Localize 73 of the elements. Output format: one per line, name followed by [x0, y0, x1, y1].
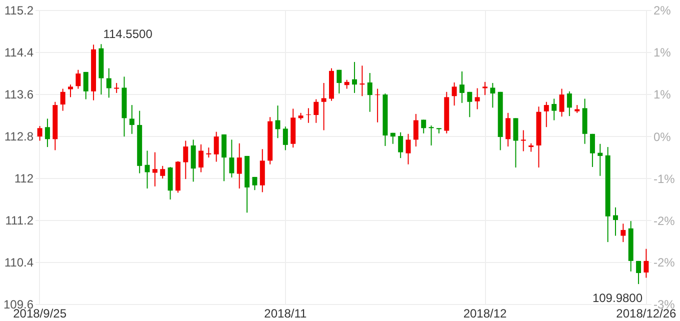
- candlestick: [144, 150, 150, 189]
- candlestick: [252, 176, 258, 191]
- candlestick: [367, 72, 372, 112]
- y-tick-label: 115.2: [4, 4, 34, 18]
- candlestick: [37, 126, 42, 142]
- candlestick: [360, 65, 365, 97]
- candlestick: [513, 118, 518, 168]
- candlestick: [183, 140, 188, 180]
- candlestick: [598, 143, 603, 176]
- y2-tick-label: 1%: [654, 88, 672, 102]
- annotation: 109.9800: [592, 291, 643, 306]
- y2-tick-label: 0%: [654, 130, 672, 144]
- candlestick: [490, 82, 496, 108]
- annotation: 114.5500: [103, 27, 153, 42]
- candlestick: [421, 119, 426, 134]
- candlestick: [559, 88, 564, 118]
- candlestick: [613, 206, 618, 236]
- candlestick: [321, 82, 326, 131]
- candlestick: [375, 88, 380, 123]
- candlestick: [336, 69, 342, 94]
- candlestick: [544, 101, 549, 128]
- y2-tick-label: -2%: [654, 214, 676, 228]
- candlestick: [106, 68, 112, 98]
- y-tick-label: 110.4: [4, 256, 34, 270]
- candlestick: [467, 91, 472, 118]
- candlestick: [44, 118, 50, 148]
- x-tick-label: 2018/11: [264, 306, 307, 320]
- candlestick: [398, 132, 404, 159]
- y-tick-label: 112.8: [4, 130, 34, 144]
- candlestick: [306, 108, 311, 124]
- candlestick: [222, 134, 227, 182]
- candlestick: [198, 144, 204, 173]
- candlestick: [552, 98, 557, 121]
- candlestick: [60, 88, 66, 112]
- candlestick: [620, 223, 626, 243]
- candlestick: [459, 70, 464, 104]
- candlestick: [160, 165, 166, 180]
- candlestick: [590, 133, 595, 168]
- candlestick: [406, 133, 411, 165]
- y2-tick-label: 2%: [654, 4, 672, 18]
- y-tick-label: 114.4: [4, 46, 34, 60]
- candlestick: [206, 147, 212, 158]
- candlestick: [566, 90, 572, 117]
- candlestick: [129, 104, 134, 134]
- y2-tick-label: 1%: [654, 46, 672, 60]
- candlestick: [520, 130, 526, 152]
- candlestick: [428, 125, 434, 146]
- candlestick: [314, 98, 319, 124]
- candlestick: [214, 131, 219, 162]
- candlestick: [76, 69, 81, 90]
- candlestick: [152, 152, 158, 187]
- y-tick-label: 112: [14, 172, 34, 186]
- candlestick: [352, 61, 358, 94]
- candlestick: [506, 112, 511, 147]
- candlestick: [482, 81, 488, 96]
- y-tick-label: 111.2: [5, 214, 34, 228]
- y2-tick-label: -2%: [654, 255, 676, 270]
- y-tick-label: 113.6: [4, 88, 34, 102]
- candlestick: [68, 84, 73, 98]
- candlestick: [229, 139, 234, 178]
- x-tick-label: 2018/12: [463, 306, 508, 320]
- candlestick: [168, 166, 173, 200]
- candlestick: [190, 139, 196, 182]
- candlestick: [413, 113, 418, 147]
- candlestick: [236, 142, 242, 189]
- candlestick: [83, 71, 88, 100]
- candlestick: [636, 260, 642, 285]
- candlestick: [644, 248, 649, 278]
- candlestick: [114, 82, 120, 94]
- candlestick: [474, 88, 480, 110]
- candlestick: [452, 82, 457, 106]
- y2-tick-label: -1%: [654, 172, 676, 186]
- candlestick: [282, 126, 288, 151]
